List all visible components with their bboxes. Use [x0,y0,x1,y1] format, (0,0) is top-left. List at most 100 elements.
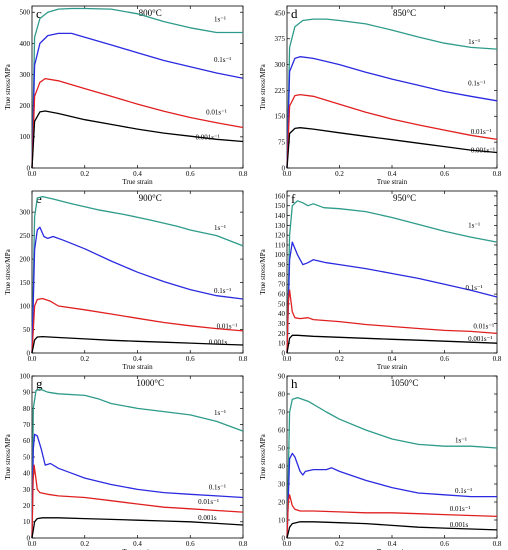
y-tick-label: 80 [278,271,286,279]
y-tick-label: 300 [20,71,31,79]
y-tick-label: 200 [20,255,31,263]
y-tick-label: 0 [27,349,31,357]
x-axis-label: True strain [377,363,408,371]
y-tick-label: 100 [20,372,31,380]
y-tick-label: 130 [275,222,286,230]
y-tick-label: 90 [278,372,286,380]
series-line-1 [31,433,244,539]
y-tick-label: 160 [275,192,286,200]
x-tick-label: 0.4 [133,170,142,178]
series-line-0 [31,7,243,169]
series-label: 1s⁻¹ [468,221,480,229]
y-tick-label: 0 [27,534,31,542]
x-tick-label: 0.6 [186,540,195,548]
plot-frame [286,375,498,539]
x-tick-label: 0.2 [335,540,344,548]
y-tick-label: 30 [278,480,286,488]
y-tick-label: 300 [275,61,286,69]
series-label: 0.1s⁻¹ [455,487,472,495]
y-tick-label: 150 [275,202,286,210]
series-label: 0.01s⁻¹ [450,505,471,513]
y-tick-label: 100 [20,133,31,141]
y-tick-label: 0 [282,534,286,542]
panel-g: 0.0 0.2 0.4 0.6 0.8 0 10 20 30 40 50 60 70 80 90 100 Tru… [4,372,248,550]
temperature-label: 850°C [393,8,416,18]
y-tick-label: 0 [282,349,286,357]
panel-letter: h [291,376,298,391]
series-label: 1s⁻¹ [214,409,226,417]
series-line-0 [31,388,244,539]
series-line-3 [286,127,498,169]
x-tick-label: 0.6 [186,355,195,363]
panel-letter: c [36,6,42,21]
panel-d: 0.0 0.2 0.4 0.6 0.8 0 75 150 225 300 375 450 True st… [259,5,502,186]
x-tick-label: 0.0 [28,540,37,548]
y-tick-label: 50 [278,444,286,452]
x-tick-label: 0.4 [388,540,397,548]
y-tick-label: 500 [20,9,31,17]
series-label: 0.1s⁻¹ [214,56,231,64]
y-tick-label: 0 [282,164,286,172]
series-label: 0.01s⁻¹ [217,323,238,331]
y-tick-label: 80 [278,390,286,398]
y-tick-label: 100 [275,251,286,259]
y-axis-label: True stress/MPa [259,248,267,294]
x-axis-label: True strain [122,548,153,550]
x-axis-label: True strain [377,178,408,186]
x-tick-label: 0.0 [28,355,37,363]
x-tick-label: 0.2 [335,170,344,178]
y-tick-label: 70 [278,281,286,289]
panel-letter: e [36,191,42,206]
temperature-label: 800°C [139,8,162,18]
panel-letter: d [291,6,298,21]
x-tick-label: 0.8 [493,170,502,178]
series-line-3 [31,110,244,169]
series-label: 0.01s⁻¹ [198,498,219,506]
series-label: 0.1s⁻¹ [466,284,483,292]
y-tick-label: 30 [278,320,286,328]
x-tick-label: 0.4 [388,355,397,363]
series-label: 0.01s⁻¹ [473,322,494,330]
y-tick-label: 400 [20,40,31,48]
y-tick-label: 40 [278,462,286,470]
x-tick-label: 0.6 [440,170,449,178]
y-tick-label: 140 [275,212,286,220]
y-axis-label: True stress/MPa [259,433,267,479]
panel-c: 0.0 0.2 0.4 0.6 0.8 0 100 200 300 400 500 True stra… [4,5,248,186]
x-tick-label: 0.8 [239,540,248,548]
x-tick-label: 0.8 [239,170,248,178]
y-tick-label: 10 [278,516,286,524]
y-tick-label: 30 [23,486,31,494]
x-tick-label: 0.2 [335,355,344,363]
x-axis-label: True strain [122,178,153,186]
x-tick-label: 0.6 [186,170,195,178]
y-axis-label: True stress/MPa [259,63,267,109]
series-line-1 [31,226,244,354]
x-tick-label: 0.8 [239,355,248,363]
x-tick-label: 0.0 [28,170,37,178]
y-tick-label: 110 [275,241,286,249]
y-tick-label: 40 [278,310,286,318]
x-tick-label: 0.0 [283,540,292,548]
y-tick-label: 50 [23,326,31,334]
series-line-3 [286,334,498,354]
y-axis-label: True stress/MPa [4,63,12,109]
series-line-0 [286,396,498,539]
y-tick-label: 250 [20,232,31,240]
series-line-1 [286,241,498,354]
y-tick-label: 20 [278,498,286,506]
series-label: 0.1s⁻¹ [209,483,226,491]
series-line-2 [31,77,244,169]
panel-e: 0.0 0.2 0.4 0.6 0.8 0 50 100 150 200 250 300 True st… [4,190,248,371]
series-line-0 [286,18,498,169]
series-line-2 [31,297,244,354]
series-line-3 [286,521,498,539]
x-tick-label: 0.0 [283,170,292,178]
x-tick-label: 0.4 [133,540,142,548]
series-line-2 [286,494,498,539]
y-tick-label: 75 [278,139,286,147]
series-line-1 [286,56,498,169]
y-tick-label: 60 [278,290,286,298]
x-axis-label: True strain [377,548,408,550]
